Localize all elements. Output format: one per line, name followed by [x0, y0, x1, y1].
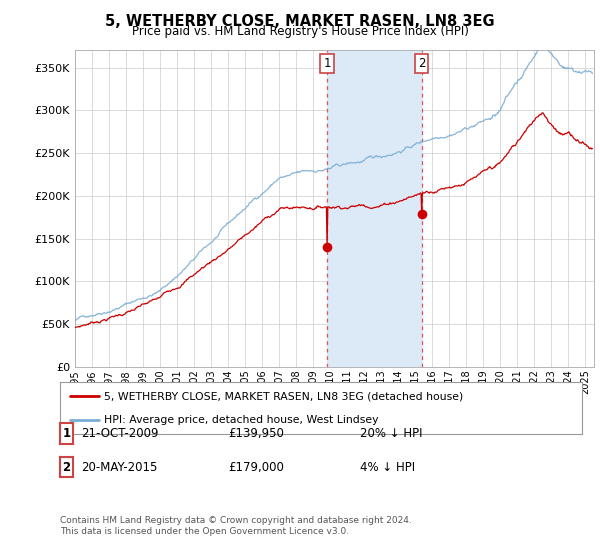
- Text: 5, WETHERBY CLOSE, MARKET RASEN, LN8 3EG (detached house): 5, WETHERBY CLOSE, MARKET RASEN, LN8 3EG…: [104, 391, 464, 402]
- Text: 21-OCT-2009: 21-OCT-2009: [81, 427, 158, 440]
- Text: 2: 2: [418, 57, 425, 70]
- Text: 2: 2: [62, 460, 71, 474]
- Text: 5, WETHERBY CLOSE, MARKET RASEN, LN8 3EG: 5, WETHERBY CLOSE, MARKET RASEN, LN8 3EG: [105, 14, 495, 29]
- Text: £179,000: £179,000: [228, 460, 284, 474]
- Bar: [327, 50, 422, 367]
- Text: 1: 1: [62, 427, 71, 440]
- Text: 20-MAY-2015: 20-MAY-2015: [81, 460, 157, 474]
- Text: £139,950: £139,950: [228, 427, 284, 440]
- Text: 20% ↓ HPI: 20% ↓ HPI: [360, 427, 422, 440]
- Text: HPI: Average price, detached house, West Lindsey: HPI: Average price, detached house, West…: [104, 415, 379, 425]
- Text: Price paid vs. HM Land Registry's House Price Index (HPI): Price paid vs. HM Land Registry's House …: [131, 25, 469, 38]
- Text: Contains HM Land Registry data © Crown copyright and database right 2024.
This d: Contains HM Land Registry data © Crown c…: [60, 516, 412, 536]
- Text: 4% ↓ HPI: 4% ↓ HPI: [360, 460, 415, 474]
- Text: 1: 1: [323, 57, 331, 70]
